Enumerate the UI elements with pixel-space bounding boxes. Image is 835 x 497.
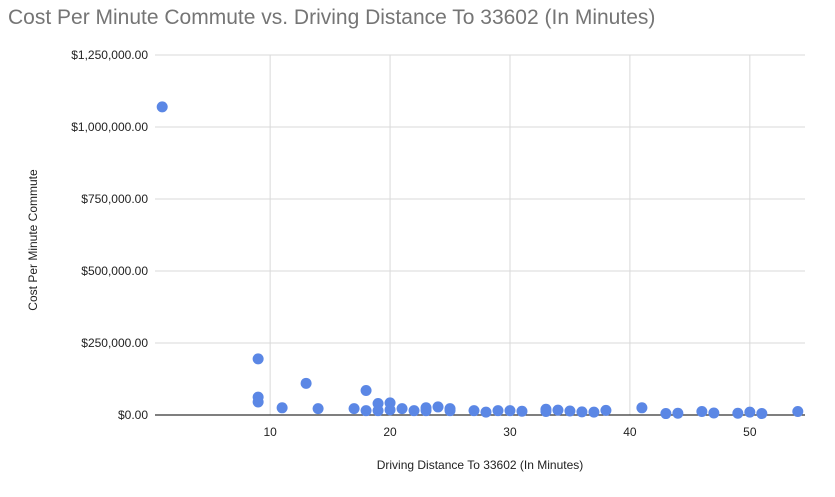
data-point — [252, 396, 264, 408]
data-point — [492, 405, 504, 417]
y-tick-label: $500,000.00 — [81, 264, 148, 278]
x-tick-label: 20 — [383, 425, 397, 439]
x-tick-label: 50 — [743, 425, 757, 439]
data-point — [660, 408, 672, 420]
y-tick-label: $1,250,000.00 — [71, 48, 148, 62]
data-point — [360, 405, 372, 417]
data-point — [672, 407, 684, 419]
data-point — [360, 385, 372, 397]
data-point — [564, 405, 576, 417]
data-point — [312, 403, 324, 415]
y-tick-label: $250,000.00 — [81, 336, 148, 350]
data-point — [372, 405, 384, 417]
data-point — [588, 406, 600, 418]
data-point — [252, 353, 264, 365]
chart-title: Cost Per Minute Commute vs. Driving Dist… — [8, 6, 656, 29]
y-tick-label: $750,000.00 — [81, 192, 148, 206]
y-tick-label: $0.00 — [118, 408, 148, 422]
data-point — [636, 402, 648, 414]
x-axis-label: Driving Distance To 33602 (In Minutes) — [377, 458, 584, 472]
data-point — [432, 401, 444, 413]
data-point — [516, 405, 528, 417]
data-point — [468, 405, 480, 417]
x-tick-label: 30 — [503, 425, 517, 439]
data-point — [744, 406, 756, 418]
data-point — [552, 404, 564, 416]
data-point — [444, 405, 456, 417]
data-point — [384, 404, 396, 416]
data-point — [156, 101, 168, 113]
data-point — [348, 403, 360, 415]
data-point — [408, 405, 420, 417]
data-point — [276, 402, 288, 414]
x-tick-label: 40 — [623, 425, 637, 439]
data-point — [504, 405, 516, 417]
data-point — [540, 406, 552, 418]
data-point — [600, 404, 612, 416]
data-point — [576, 406, 588, 418]
data-point — [696, 406, 708, 418]
y-axis-label: Cost Per Minute Commute — [26, 169, 40, 311]
data-point — [792, 406, 804, 418]
data-point — [480, 406, 492, 418]
data-point — [756, 408, 768, 420]
x-tick-label: 10 — [263, 425, 277, 439]
data-point — [708, 407, 720, 419]
data-point — [420, 405, 432, 417]
data-point — [396, 403, 408, 415]
y-tick-label: $1,000,000.00 — [71, 120, 148, 134]
data-point — [732, 407, 744, 419]
data-point — [300, 377, 312, 389]
